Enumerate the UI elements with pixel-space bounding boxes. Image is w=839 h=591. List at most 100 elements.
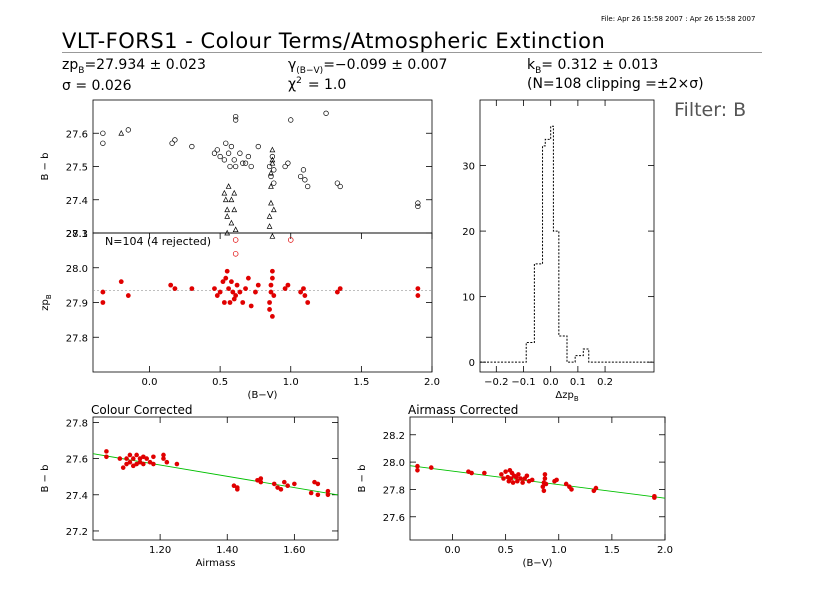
cc-point — [134, 452, 139, 458]
zp-point — [337, 286, 343, 291]
zp-point — [268, 282, 274, 288]
cc-point — [127, 459, 133, 465]
k-symbol: k — [527, 57, 536, 73]
hist-ytick-label: 10 — [462, 293, 475, 304]
zp-point — [229, 279, 234, 285]
raw-triangle-point — [268, 183, 274, 189]
raw-triangle-point — [269, 146, 276, 153]
cc-title: Colour Corrected — [91, 403, 193, 417]
zp-point — [298, 289, 304, 295]
cc-ytick-label: 27.4 — [66, 491, 88, 502]
ac-point — [543, 481, 549, 487]
raw-triangle-point — [268, 169, 274, 176]
ac-point — [542, 476, 548, 481]
raw-point — [285, 160, 291, 166]
raw-ytick-label: 27.3 — [66, 229, 88, 240]
raw-point — [237, 150, 243, 156]
cc-xlabel: Airmass — [196, 558, 236, 569]
raw-ytick-label: 27.4 — [66, 196, 88, 207]
raw-point — [100, 140, 106, 146]
raw-ytick-label: 27.5 — [66, 163, 88, 174]
raw-triangle-point — [266, 223, 273, 229]
ac-xlabel: (B−V) — [523, 558, 553, 569]
zp-point — [234, 282, 240, 288]
ac-point — [593, 485, 599, 491]
ac-xtick-label: 0.0 — [445, 545, 461, 556]
extinction-value: kB= 0.312 ± 0.013 — [527, 57, 658, 76]
cc-point — [308, 490, 314, 496]
cc-point — [130, 463, 136, 469]
zp-point — [227, 300, 233, 305]
zp-point — [253, 289, 258, 295]
cc-point — [141, 461, 146, 467]
zp-ytick-label: 27.9 — [66, 299, 88, 310]
hist-ytick-label: 30 — [462, 162, 475, 173]
cc-point — [258, 479, 264, 485]
raw-triangle-point — [224, 206, 231, 213]
cc-point — [151, 454, 156, 460]
ac-frame — [409, 416, 666, 541]
zp-xtick-label: 2.0 — [424, 377, 440, 388]
hist-xtick-label: −0.2 — [484, 377, 508, 388]
zp-point — [285, 282, 291, 288]
cc-point — [325, 488, 331, 494]
raw-point — [337, 183, 343, 190]
hist-steps — [480, 125, 654, 363]
raw-point — [282, 163, 288, 170]
cc-point — [104, 449, 109, 454]
raw-point — [211, 150, 218, 156]
zp-point — [269, 275, 275, 281]
zp-point — [282, 286, 288, 291]
title-rule — [62, 52, 762, 53]
raw-triangle-point — [231, 206, 238, 213]
zp-point — [415, 286, 421, 291]
cc-point — [151, 461, 156, 467]
raw-point — [415, 203, 421, 210]
zp-ylabel: zpB — [40, 294, 53, 311]
hist-frame — [479, 99, 655, 373]
raw-point — [269, 153, 276, 160]
raw-point — [217, 153, 223, 160]
zp-point — [226, 286, 232, 291]
raw-point — [169, 140, 175, 146]
cc-point — [285, 483, 290, 489]
hist-xtick-label: 0.1 — [570, 377, 586, 388]
raw-point — [242, 160, 249, 166]
zp-point — [189, 286, 195, 291]
zp-rejected-point — [232, 237, 239, 243]
hist-xlabel: ΔzpB — [555, 390, 578, 403]
zp-point — [212, 286, 217, 291]
cc-point — [315, 492, 321, 498]
zp-point — [334, 289, 340, 295]
zeropoint-value: zpB=27.934 ± 0.023 — [62, 57, 206, 76]
raw-triangle-point — [231, 189, 238, 196]
raw-point — [225, 150, 232, 156]
ac-point — [652, 493, 657, 499]
filter-label: Filter: B — [674, 99, 747, 121]
zp-point — [100, 289, 106, 295]
file-timestamp: File: Apr 26 15:58 2007 : Apr 26 15:58 2… — [601, 15, 756, 23]
zp-xtick-label: 0.5 — [212, 377, 228, 388]
cc-point — [127, 452, 133, 458]
hist-ytick-label: 0 — [469, 358, 475, 369]
chi-square-value: χ2 = 1.0 — [288, 76, 346, 93]
ac-point — [524, 473, 530, 479]
raw-point — [245, 153, 252, 160]
zp-symbol: zp — [62, 57, 79, 73]
zp-rejected-point — [232, 251, 239, 257]
cc-frame — [92, 416, 339, 541]
zp-point — [302, 293, 308, 298]
zp-point — [245, 275, 251, 281]
cc-point — [144, 456, 149, 461]
zp-xtick-label: 1.5 — [353, 377, 369, 388]
ac-point — [520, 480, 525, 485]
ac-xtick-label: 1.5 — [604, 545, 620, 556]
raw-point — [323, 110, 329, 116]
k-number: = 0.312 ± 0.013 — [541, 57, 659, 73]
cc-xtick-label: 1.20 — [149, 545, 171, 556]
zp-point — [248, 303, 254, 309]
hist-xtick-label: −0.1 — [511, 377, 535, 388]
raw-point — [305, 183, 311, 190]
cc-point — [161, 456, 166, 461]
